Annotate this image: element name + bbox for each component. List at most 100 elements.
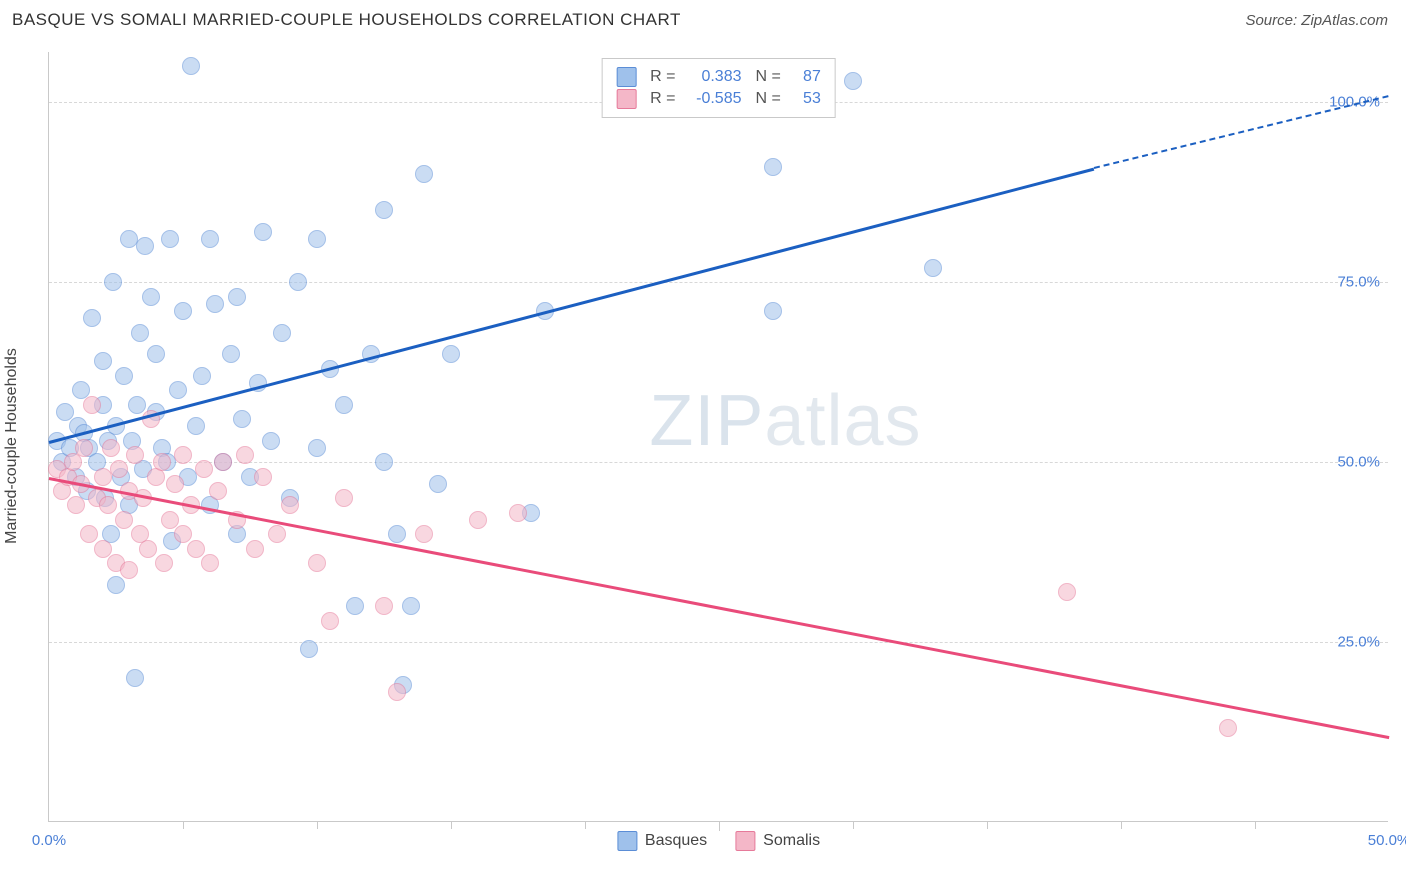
data-point xyxy=(94,540,112,558)
data-point xyxy=(254,468,272,486)
legend-item-basques: Basques xyxy=(617,831,707,851)
basques-r-value: 0.383 xyxy=(686,68,742,86)
data-point xyxy=(469,511,487,529)
data-point xyxy=(187,417,205,435)
data-point xyxy=(115,511,133,529)
data-point xyxy=(429,475,447,493)
data-point xyxy=(131,324,149,342)
x-tick xyxy=(451,821,452,829)
y-tick-label: 50.0% xyxy=(1337,454,1380,471)
somalis-n-value: 53 xyxy=(791,90,821,108)
data-point xyxy=(120,561,138,579)
data-point xyxy=(126,446,144,464)
data-point xyxy=(201,554,219,572)
data-point xyxy=(1058,583,1076,601)
scatter-plot-area: ZIPatlas R = 0.383 N = 87 R = -0.585 N =… xyxy=(48,52,1388,822)
data-point xyxy=(233,410,251,428)
x-tick-label: 0.0% xyxy=(32,832,66,849)
data-point xyxy=(110,460,128,478)
data-point xyxy=(844,72,862,90)
stats-legend: R = 0.383 N = 87 R = -0.585 N = 53 xyxy=(601,58,836,118)
somalis-r-value: -0.585 xyxy=(686,90,742,108)
data-point xyxy=(273,324,291,342)
data-point xyxy=(254,223,272,241)
data-point xyxy=(509,504,527,522)
data-point xyxy=(75,439,93,457)
data-point xyxy=(83,309,101,327)
data-point xyxy=(161,230,179,248)
data-point xyxy=(147,345,165,363)
data-point xyxy=(136,237,154,255)
data-point xyxy=(94,352,112,370)
data-point xyxy=(169,381,187,399)
data-point xyxy=(924,259,942,277)
data-point xyxy=(139,540,157,558)
data-point xyxy=(308,439,326,457)
data-point xyxy=(161,511,179,529)
data-point xyxy=(115,367,133,385)
data-point xyxy=(104,273,122,291)
data-point xyxy=(346,597,364,615)
watermark: ZIPatlas xyxy=(649,380,921,462)
data-point xyxy=(166,475,184,493)
data-point xyxy=(222,345,240,363)
somalis-swatch xyxy=(616,89,636,109)
x-tick xyxy=(317,821,318,829)
data-point xyxy=(102,439,120,457)
somalis-label: Somalis xyxy=(763,832,820,850)
trend-line xyxy=(49,477,1389,739)
y-tick-label: 75.0% xyxy=(1337,274,1380,291)
x-tick xyxy=(853,821,854,829)
data-point xyxy=(289,273,307,291)
data-point xyxy=(128,396,146,414)
source-attribution: Source: ZipAtlas.com xyxy=(1245,12,1388,29)
watermark-thin: atlas xyxy=(764,381,921,461)
data-point xyxy=(246,540,264,558)
basques-label: Basques xyxy=(645,832,707,850)
legend-item-somalis: Somalis xyxy=(735,831,820,851)
data-point xyxy=(308,554,326,572)
data-point xyxy=(67,496,85,514)
data-point xyxy=(375,201,393,219)
data-point xyxy=(142,288,160,306)
data-point xyxy=(56,403,74,421)
data-point xyxy=(764,302,782,320)
x-tick-label: 50.0% xyxy=(1368,832,1406,849)
r-label: R = xyxy=(650,68,675,86)
data-point xyxy=(375,597,393,615)
x-tick xyxy=(585,821,586,829)
data-point xyxy=(155,554,173,572)
data-point xyxy=(174,525,192,543)
data-point xyxy=(402,597,420,615)
data-point xyxy=(153,453,171,471)
x-tick xyxy=(1121,821,1122,829)
data-point xyxy=(1219,719,1237,737)
stats-row-basques: R = 0.383 N = 87 xyxy=(616,67,821,87)
data-point xyxy=(415,165,433,183)
data-point xyxy=(201,230,219,248)
n-label: N = xyxy=(756,90,781,108)
data-point xyxy=(107,576,125,594)
basques-swatch xyxy=(616,67,636,87)
data-point xyxy=(174,446,192,464)
x-tick xyxy=(1255,821,1256,829)
watermark-bold: ZIP xyxy=(649,381,764,461)
data-point xyxy=(193,367,211,385)
data-point xyxy=(195,460,213,478)
data-point xyxy=(415,525,433,543)
data-point xyxy=(228,288,246,306)
data-point xyxy=(80,525,98,543)
data-point xyxy=(442,345,460,363)
gridline-h xyxy=(49,642,1388,643)
data-point xyxy=(764,158,782,176)
data-point xyxy=(99,496,117,514)
data-point xyxy=(375,453,393,471)
n-label: N = xyxy=(756,68,781,86)
data-point xyxy=(388,525,406,543)
stats-row-somalis: R = -0.585 N = 53 xyxy=(616,89,821,109)
y-tick-label: 25.0% xyxy=(1337,634,1380,651)
data-point xyxy=(236,446,254,464)
data-point xyxy=(321,612,339,630)
basques-swatch xyxy=(617,831,637,851)
gridline-h xyxy=(49,282,1388,283)
